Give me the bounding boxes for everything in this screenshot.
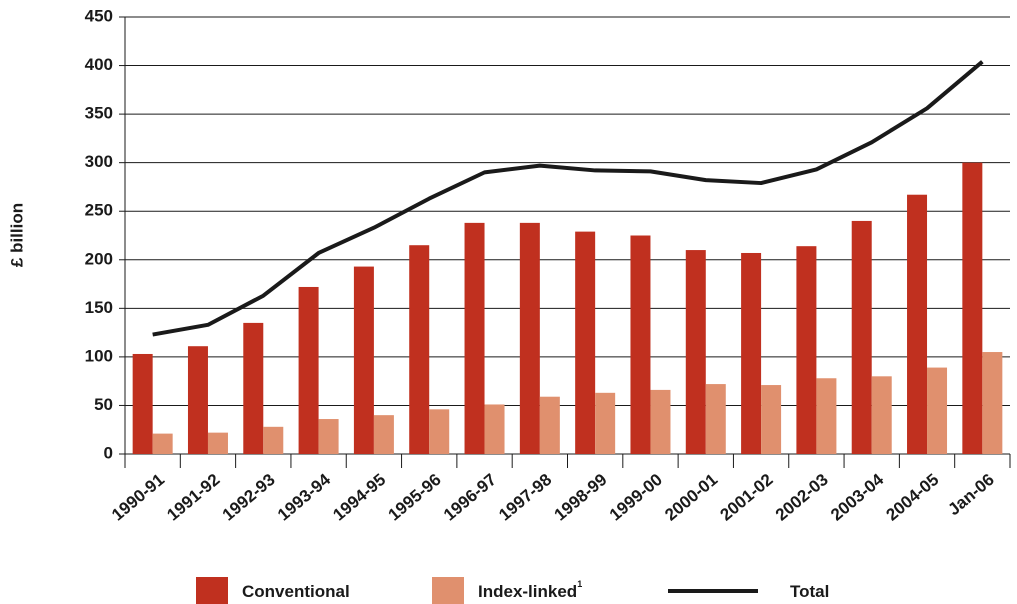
- legend-swatch: [432, 577, 464, 604]
- bar: [152, 433, 173, 454]
- x-tick-label: 1997-98: [495, 470, 555, 525]
- x-tick-label: 2003-04: [827, 470, 887, 525]
- bar: [484, 404, 505, 454]
- y-tick-label: 0: [104, 443, 113, 462]
- x-tick-label: Jan-06: [944, 470, 997, 519]
- y-tick-label: 150: [85, 298, 113, 317]
- y-tick-label: 100: [85, 346, 113, 365]
- bar: [962, 162, 983, 454]
- y-axis-label: £ billion: [7, 203, 26, 267]
- bar: [298, 286, 319, 454]
- bar: [630, 235, 651, 454]
- x-tick-label: 1992-93: [219, 470, 279, 525]
- bar: [187, 346, 208, 454]
- y-tick-label: 450: [85, 6, 113, 25]
- bar: [519, 222, 540, 454]
- bar: [464, 222, 485, 454]
- bar: [595, 392, 616, 454]
- bar: [982, 352, 1003, 454]
- legend-name: Conventional: [242, 582, 350, 601]
- x-tick-label: 2004-05: [882, 470, 942, 525]
- x-tick-label: 1994-95: [329, 470, 389, 525]
- bar: [243, 322, 264, 454]
- bar: [429, 409, 450, 454]
- x-tick-label: 2001-02: [717, 470, 777, 525]
- bar: [207, 432, 228, 454]
- bar: [705, 384, 726, 454]
- bar: [353, 266, 374, 454]
- bar: [907, 194, 928, 455]
- bar: [761, 385, 782, 454]
- bar: [871, 376, 892, 454]
- x-tick-label: 1993-94: [274, 470, 334, 525]
- legend-label: Index-linked1: [478, 579, 582, 601]
- bar: [263, 426, 284, 454]
- bar: [575, 231, 596, 454]
- x-tick-label: 1995-96: [385, 470, 445, 525]
- y-tick-label: 400: [85, 55, 113, 74]
- legend-note: 1: [577, 579, 582, 589]
- legend-name: Index-linked: [478, 582, 577, 601]
- bar: [816, 378, 837, 454]
- legend-swatch: [196, 577, 228, 604]
- bar: [539, 396, 560, 454]
- x-tick-label: 1998-99: [551, 470, 611, 525]
- bar: [851, 220, 872, 454]
- x-tick-label: 1996-97: [440, 470, 500, 525]
- bar: [927, 367, 948, 454]
- bar: [318, 419, 339, 454]
- bar: [409, 245, 430, 454]
- bar: [741, 252, 762, 454]
- bar: [685, 250, 706, 454]
- legend-label: Total: [790, 582, 829, 601]
- x-tick-label: 2002-03: [772, 470, 832, 525]
- x-tick-label: 2000-01: [661, 470, 721, 525]
- y-tick-label: 50: [94, 395, 113, 414]
- legend-label: Conventional: [242, 582, 350, 601]
- x-tick-label: 1999-00: [606, 470, 666, 525]
- bar: [650, 389, 671, 454]
- x-tick-label: 1990-91: [108, 470, 168, 525]
- line: [152, 60, 984, 337]
- y-tick-label: 300: [85, 152, 113, 171]
- bar: [796, 246, 817, 454]
- y-tick-label: 200: [85, 249, 113, 268]
- legend-name: Total: [790, 582, 829, 601]
- y-tick-label: 350: [85, 104, 113, 123]
- bar: [373, 415, 394, 454]
- bar: [132, 353, 153, 454]
- x-tick-label: 1991-92: [163, 470, 223, 525]
- y-tick-label: 250: [85, 201, 113, 220]
